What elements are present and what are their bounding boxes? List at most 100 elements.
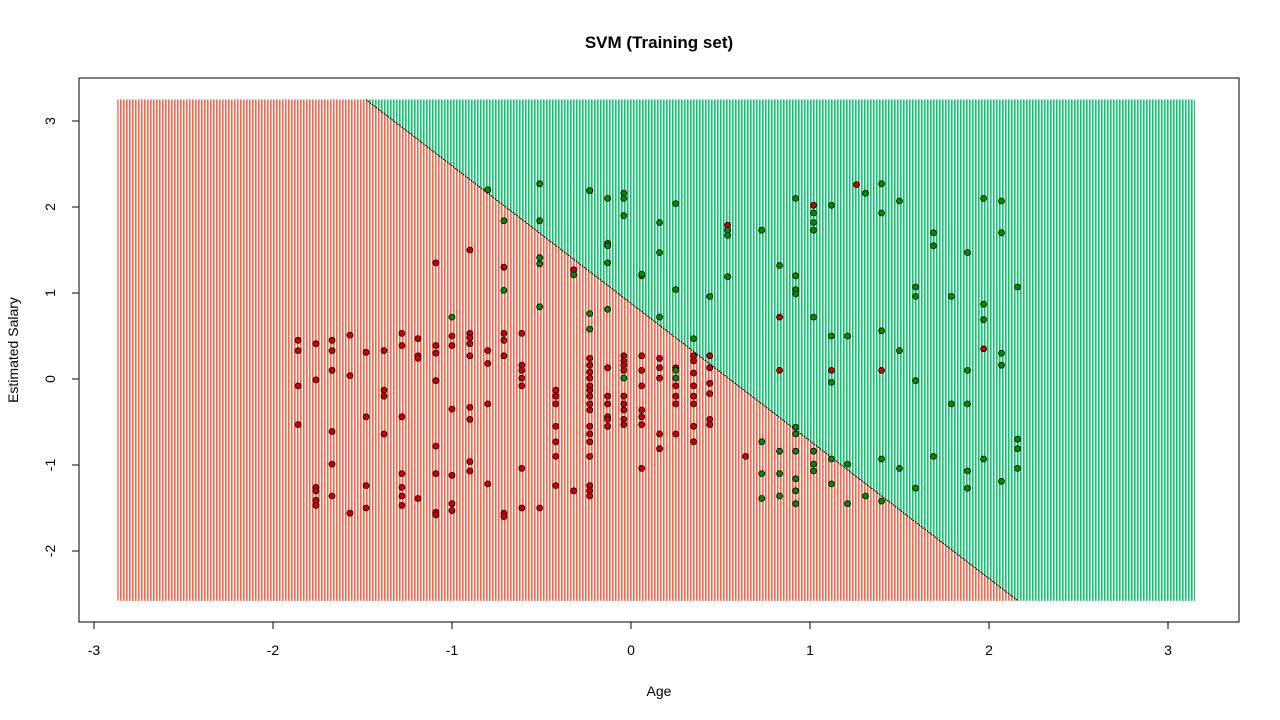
data-point-class-0 [586, 374, 594, 382]
data-point-class-0 [448, 471, 456, 479]
data-point-class-0 [500, 352, 508, 360]
data-point-class-0 [706, 390, 714, 398]
data-point-class-0 [518, 382, 526, 390]
data-point-class-0 [776, 313, 783, 321]
data-point-class-1 [930, 229, 937, 237]
data-point-class-0 [466, 467, 474, 475]
data-point-class-0 [690, 438, 697, 446]
data-point-class-1 [792, 194, 800, 202]
data-point-class-1 [844, 332, 851, 340]
data-point-class-1 [1014, 445, 1021, 453]
data-point-class-1 [878, 180, 885, 188]
data-point-class-0 [620, 421, 628, 429]
data-point-class-1 [672, 366, 680, 374]
data-point-class-0 [776, 366, 783, 374]
y-tick-label: 2 [42, 203, 58, 211]
data-point-class-0 [690, 382, 697, 390]
x-axis-label: Age [647, 683, 672, 699]
data-point-class-1 [656, 219, 663, 226]
data-point-class-0 [810, 201, 817, 209]
data-point-class-0 [620, 392, 628, 400]
data-point-class-0 [518, 329, 526, 337]
data-point-class-1 [586, 187, 594, 195]
data-point-class-0 [878, 366, 885, 374]
data-point-class-0 [484, 347, 492, 355]
data-point-class-0 [672, 430, 680, 438]
data-point-class-0 [638, 413, 646, 421]
data-point-class-0 [432, 349, 440, 357]
data-point-class-0 [656, 445, 663, 453]
data-point-class-0 [346, 509, 354, 517]
points-layer [294, 180, 1021, 520]
data-point-class-1 [828, 455, 835, 463]
data-point-class-0 [380, 347, 388, 355]
data-point-class-1 [536, 180, 544, 188]
data-point-class-0 [620, 366, 628, 374]
data-point-class-1 [776, 470, 783, 478]
data-point-class-0 [586, 368, 594, 376]
data-point-class-0 [500, 513, 508, 520]
data-point-class-0 [362, 348, 370, 356]
data-point-class-1 [878, 327, 885, 335]
data-point-class-1 [570, 271, 578, 279]
data-point-class-0 [638, 464, 646, 472]
data-point-class-1 [536, 217, 544, 225]
data-point-class-1 [828, 480, 835, 488]
data-point-class-0 [432, 342, 440, 349]
data-point-class-1 [758, 495, 766, 502]
data-point-class-1 [1014, 464, 1021, 472]
data-point-class-0 [742, 452, 749, 460]
data-point-class-0 [398, 492, 406, 500]
data-point-class-1 [896, 464, 903, 472]
data-point-class-1 [672, 374, 680, 382]
data-point-class-0 [328, 347, 336, 355]
data-point-class-1 [980, 194, 987, 202]
data-point-class-1 [980, 300, 987, 308]
data-point-class-0 [398, 470, 406, 478]
data-point-class-0 [328, 460, 336, 468]
data-point-class-1 [792, 500, 800, 508]
data-point-class-1 [998, 349, 1005, 357]
data-point-class-0 [552, 438, 560, 446]
data-point-class-0 [500, 329, 508, 337]
decision-region-layer [117, 99, 1195, 602]
data-point-class-1 [912, 292, 919, 300]
data-point-class-1 [672, 200, 680, 208]
data-point-class-1 [964, 467, 971, 475]
data-point-class-0 [312, 487, 320, 495]
data-point-class-0 [466, 352, 474, 360]
data-point-class-0 [398, 483, 406, 491]
x-tick-label: -3 [88, 642, 101, 658]
data-point-class-1 [810, 447, 817, 455]
x-tick-label: 2 [985, 642, 993, 658]
data-point-class-0 [484, 480, 492, 488]
data-point-class-1 [948, 292, 955, 300]
data-point-class-0 [586, 354, 594, 362]
data-point-class-0 [586, 430, 594, 438]
data-point-class-0 [380, 392, 388, 400]
y-tick-label: 0 [42, 375, 58, 383]
data-point-class-0 [586, 492, 594, 500]
x-axis: -3 -2 -1 0 1 2 3 [88, 621, 1172, 658]
data-point-class-0 [690, 422, 697, 430]
data-point-class-0 [536, 504, 544, 512]
data-point-class-1 [810, 219, 817, 226]
y-tick-label: -1 [42, 459, 58, 472]
data-point-class-1 [810, 460, 817, 468]
region-class-1 [365, 99, 1195, 601]
data-point-class-0 [432, 470, 440, 478]
data-point-class-0 [328, 336, 336, 344]
data-point-class-0 [690, 392, 697, 400]
data-point-class-0 [328, 428, 336, 435]
data-point-class-1 [912, 484, 919, 492]
data-point-class-1 [792, 475, 800, 483]
data-point-class-1 [810, 226, 817, 234]
data-point-class-1 [536, 260, 544, 268]
data-point-class-0 [552, 422, 560, 430]
data-point-class-1 [604, 259, 612, 267]
data-point-class-1 [912, 283, 919, 291]
data-point-class-0 [586, 438, 594, 446]
data-point-class-0 [414, 354, 422, 362]
x-tick-label: -2 [267, 642, 280, 658]
data-point-class-0 [672, 400, 680, 408]
